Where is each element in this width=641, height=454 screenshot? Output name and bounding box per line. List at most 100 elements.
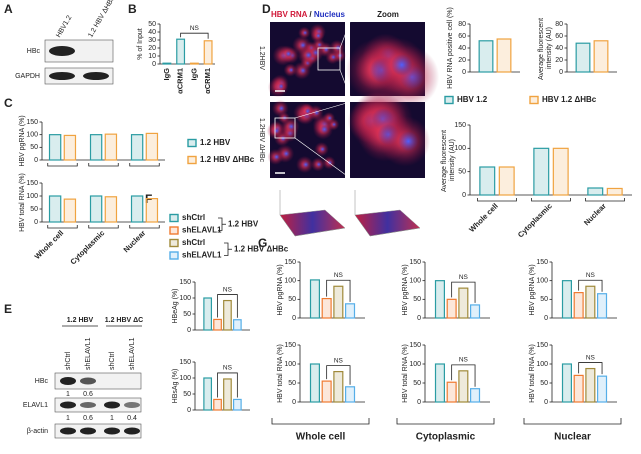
bar: [434, 363, 445, 403]
y-tick-label: 100: [284, 361, 296, 368]
bar: [223, 378, 232, 411]
bar: [575, 42, 591, 73]
bar: [561, 363, 572, 403]
y-tick-label: 150: [26, 180, 38, 187]
bar: [597, 293, 608, 319]
stain-label: Nucleus: [314, 10, 346, 19]
y-tick-label: 150: [284, 259, 296, 266]
y-tick-label: 0: [187, 407, 191, 414]
bar: [458, 287, 469, 319]
cell-nucleus: [316, 161, 322, 168]
legend-swatch: [187, 155, 197, 165]
group-bracket: [396, 418, 495, 425]
y-tick-label: 50: [148, 21, 156, 28]
y-tick-label: 0: [544, 315, 548, 322]
y-tick-label: 0: [544, 399, 548, 406]
significance-label: NS: [334, 357, 344, 364]
significance-bracket: [217, 294, 238, 318]
cell-nucleus: [330, 54, 337, 60]
blot-band: [80, 377, 96, 385]
y-tick-label: 150: [409, 259, 421, 266]
x-tick-label: Cytoplasmic: [68, 228, 106, 266]
group-bracket: [477, 198, 517, 202]
bar: [458, 370, 469, 403]
group-label: 1.2 HBV ΔC: [105, 317, 144, 324]
bar: [606, 187, 623, 196]
group-label: Nuclear: [554, 432, 591, 443]
y-tick-label: 0: [187, 327, 191, 334]
zoom-box: [317, 47, 341, 71]
panel-label: G: [258, 236, 267, 250]
y-tick-label: 0: [152, 61, 156, 68]
blot-band: [49, 46, 75, 56]
zoom-connector: [294, 137, 351, 179]
cell-nucleus: [319, 146, 326, 153]
significance-bracket: [451, 364, 476, 387]
bar: [321, 380, 332, 403]
group-label: Cytoplasmic: [416, 432, 476, 443]
y-tick-label: 0: [417, 399, 421, 406]
bar: [345, 386, 356, 403]
surface-plot: [279, 209, 346, 237]
row-label: ELAVL1: [23, 402, 48, 409]
y-tick-label: 50: [540, 380, 548, 387]
cell-nucleus: [285, 50, 292, 58]
row-label: 1.2HBV: [258, 46, 265, 70]
y-tick-label: 60: [458, 33, 466, 40]
bar: [561, 280, 572, 319]
y-axis-label: HBV pgRNA (%): [19, 115, 26, 166]
y-tick-label: 60: [555, 33, 563, 40]
significance-bracket: [326, 279, 351, 302]
y-tick-label: 150: [179, 279, 191, 286]
blot-band: [83, 72, 109, 80]
blot-strip: [54, 397, 142, 413]
cell-nucleus: [288, 67, 294, 73]
y-axis-label: HBV total RNA (%): [277, 344, 284, 403]
group-bracket: [129, 225, 160, 229]
blot-band: [124, 402, 140, 408]
panel-label: D: [262, 2, 271, 16]
legend-swatch: [187, 138, 197, 148]
bar: [63, 198, 77, 223]
y-axis-label: % of Input: [137, 28, 144, 60]
bar: [309, 279, 320, 319]
x-tick-label: IgG: [162, 68, 171, 81]
cell-nucleus: [302, 161, 310, 169]
surface-plot-axis: [354, 190, 421, 237]
x-tick-label: Whole cell: [33, 228, 66, 261]
y-axis-label: HBV total RNA (%): [529, 344, 536, 403]
bar: [203, 40, 213, 65]
y-tick-label: 50: [30, 206, 38, 213]
y-tick-label: 100: [179, 295, 191, 302]
row-label: HBc: [27, 48, 41, 55]
bar: [48, 134, 62, 161]
x-tick-label: αCRM1: [203, 68, 212, 94]
lane-label: 1.2 HBV ΔHBc: [87, 0, 116, 39]
y-axis-label: HBeAg (%): [172, 288, 179, 323]
y-tick-label: 0: [292, 399, 296, 406]
y-tick-label: 150: [284, 342, 296, 349]
bar: [145, 198, 159, 223]
bar: [104, 196, 118, 223]
bar: [573, 292, 584, 319]
legend-label: shCtrl: [182, 238, 205, 247]
y-tick-label: 20: [148, 45, 156, 52]
cell-nucleus: [398, 131, 419, 152]
y-tick-label: 150: [26, 119, 38, 126]
y-tick-label: 150: [454, 122, 466, 129]
bar: [478, 40, 494, 73]
y-tick-label: 100: [26, 132, 38, 139]
y-tick-label: 0: [34, 219, 38, 226]
bar: [232, 398, 242, 411]
bar: [333, 285, 344, 319]
x-tick-label: Cytoplasmic: [516, 201, 554, 239]
legend-bracket: [224, 242, 229, 256]
bar: [434, 280, 445, 319]
imaging-title: HBV RNA / Nucleus: [271, 10, 346, 19]
y-tick-label: 80: [555, 21, 563, 28]
legend-swatch: [169, 226, 179, 235]
y-tick-label: 0: [292, 315, 296, 322]
zoom-title: Zoom: [377, 10, 399, 19]
cell-nucleus: [327, 115, 333, 121]
legend-label: shCtrl: [182, 213, 205, 222]
